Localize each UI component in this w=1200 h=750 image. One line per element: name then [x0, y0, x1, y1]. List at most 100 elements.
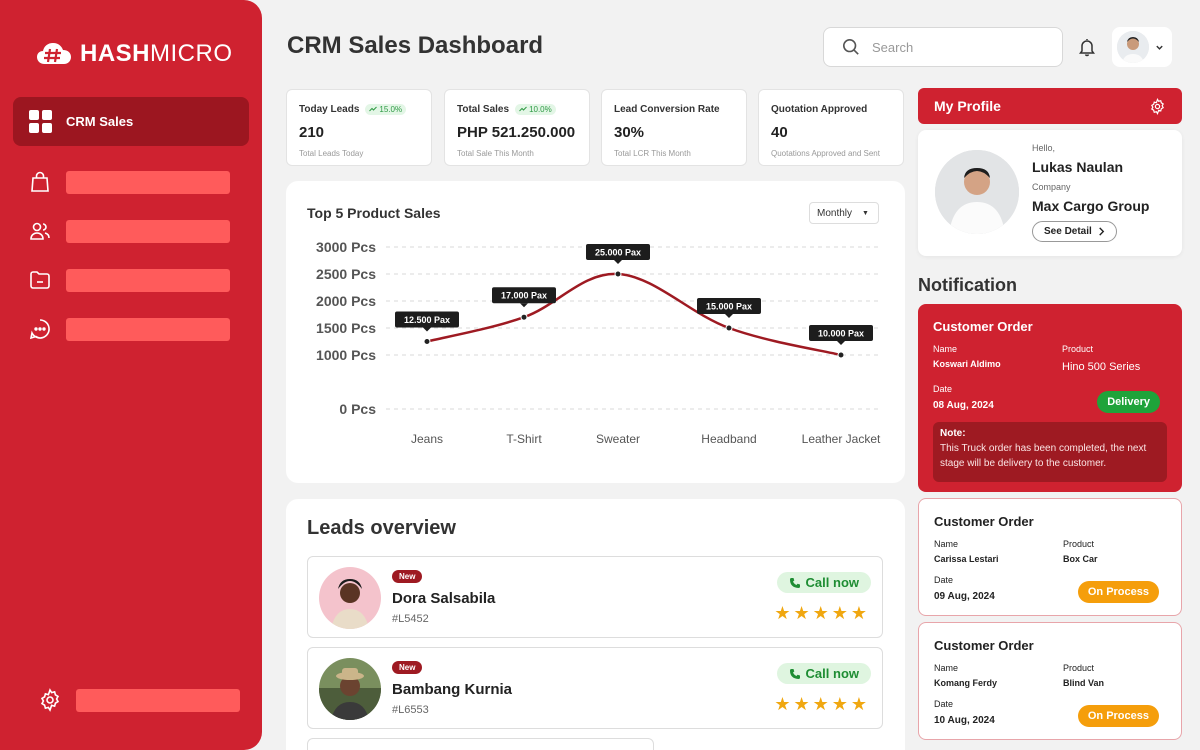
trend-up-icon: [519, 106, 527, 112]
chart-title: Top 5 Product Sales: [307, 205, 441, 221]
y-tick-label: 3000 Pcs: [316, 239, 376, 255]
rating-stars: ★★★★★: [774, 694, 870, 714]
stat-card-total-sales: Total Sales 10.0% PHP 521.250.000 Total …: [444, 89, 590, 166]
stat-caption: Total LCR This Month: [614, 149, 691, 158]
brand-logo[interactable]: HASHMICRO: [36, 40, 233, 68]
stat-label: Today Leads: [299, 103, 360, 115]
period-dropdown-value: Monthly: [817, 207, 853, 219]
sidebar-placeholder-bar: [66, 317, 230, 341]
sidebar-item-folder[interactable]: [28, 268, 230, 292]
lead-id: #L6553: [392, 704, 429, 716]
order-date: 10 Aug, 2024: [934, 715, 995, 726]
hashmicro-logo-icon: [37, 43, 71, 64]
date-label: Date: [934, 575, 954, 585]
stat-label: Quotation Approved: [771, 103, 868, 115]
order-card[interactable]: Customer Order Name Koswari Aldimo Produ…: [918, 304, 1182, 492]
data-label-pointer: [520, 303, 528, 308]
chevron-right-icon: [1099, 227, 1105, 236]
note-text: This Truck order has been completed, the…: [940, 443, 1147, 469]
lead-avatar: [319, 567, 381, 629]
x-tick-label: Sweater: [596, 432, 640, 446]
sidebar: HASHMICRO CRM Sales: [0, 0, 262, 750]
lead-id: #L5452: [392, 613, 429, 625]
data-label-bg: [697, 298, 761, 314]
folder-icon: [30, 271, 50, 289]
order-date: 08 Aug, 2024: [933, 400, 994, 411]
data-label: 10.000 Pax: [818, 329, 864, 339]
data-label-pointer: [837, 341, 845, 345]
data-label: 12.500 Pax: [404, 315, 450, 325]
phone-icon: [789, 668, 800, 679]
name-label: Name: [934, 539, 959, 549]
caret-down-icon: ▼: [862, 209, 869, 217]
order-card[interactable]: Customer Order Name Carissa Lestari Prod…: [918, 498, 1182, 616]
profile-card: Hello, Lukas Naulan Company Max Cargo Gr…: [918, 130, 1182, 256]
x-tick-label: Headband: [701, 432, 756, 446]
sidebar-item-chat[interactable]: [28, 317, 230, 341]
stat-card-quotation-approved: Quotation Approved 40 Quotations Approve…: [758, 89, 904, 166]
product-label: Product: [1063, 663, 1095, 673]
search-icon: [842, 38, 859, 55]
trend-up-icon: [369, 106, 378, 112]
name-label: Name: [933, 344, 958, 354]
page-title: CRM Sales Dashboard: [287, 32, 544, 59]
lead-item[interactable]: New Bambang Kurnia #L6553 Call now ★★★★★: [307, 647, 883, 729]
sidebar-item-settings[interactable]: [38, 688, 240, 712]
leads-title: Leads overview: [307, 517, 456, 539]
order-card[interactable]: Customer Order Name Komang Ferdy Product…: [918, 622, 1182, 740]
lead-item[interactable]: New Dora Salsabila #L5452 Call now ★★★★★: [307, 556, 883, 638]
order-title: Customer Order: [933, 319, 1033, 334]
rating-stars: ★★★★★: [774, 603, 870, 623]
y-tick-label: 1500 Pcs: [316, 320, 376, 336]
sidebar-item-users[interactable]: [28, 219, 230, 243]
search-box[interactable]: [823, 27, 1063, 67]
sidebar-placeholder-bar: [66, 268, 230, 292]
sidebar-placeholder-bar: [66, 219, 230, 243]
data-label-pointer: [423, 327, 431, 332]
trend-badge: 15.0%: [365, 103, 407, 115]
company-label: Company: [1032, 182, 1071, 192]
product-sales-chart-card: 3000 Pcs 2500 Pcs 2000 Pcs 1500 Pcs 1000 Pcs…: [286, 181, 905, 483]
sidebar-item-label: CRM Sales: [66, 114, 134, 129]
period-dropdown[interactable]: Monthly ▼: [809, 202, 879, 224]
sidebar-item-crm-sales[interactable]: CRM Sales: [13, 97, 249, 146]
status-badge: Delivery: [1097, 391, 1160, 413]
sidebar-item-shopping[interactable]: [28, 170, 230, 194]
stat-card-today-leads: Today Leads 15.0% 210 Total Leads Today: [286, 89, 432, 166]
x-tick-label: T-Shirt: [506, 432, 542, 446]
trend-badge: 10.0%: [515, 103, 556, 115]
company-name: Max Cargo Group: [1032, 198, 1150, 214]
data-point: [520, 313, 528, 321]
line-chart: 3000 Pcs 2500 Pcs 2000 Pcs 1500 Pcs 1000 Pcs…: [316, 239, 881, 446]
x-tick-label: Leather Jacket: [802, 432, 881, 446]
note-title: Note:: [940, 428, 966, 439]
product-label: Product: [1062, 344, 1094, 354]
search-input[interactable]: [872, 39, 1032, 55]
order-note: Note: This Truck order has been complete…: [933, 422, 1167, 482]
y-tick-label: 0 Pcs: [339, 401, 376, 417]
avatar: [1117, 31, 1149, 63]
stat-caption: Total Leads Today: [299, 149, 364, 158]
call-now-button[interactable]: Call now: [776, 663, 871, 684]
bell-icon[interactable]: [1077, 37, 1097, 57]
chevron-down-icon: [1156, 45, 1163, 50]
data-label-pointer: [614, 260, 622, 264]
chat-bubble-icon: [29, 319, 50, 340]
brand-name: HASHMICRO: [80, 40, 233, 67]
my-profile-title: My Profile: [934, 98, 1001, 114]
see-detail-button[interactable]: See Detail: [1032, 221, 1117, 242]
stat-value: PHP 521.250.000: [457, 124, 576, 141]
stat-caption: Quotations Approved and Sent: [771, 149, 880, 158]
product-label: Product: [1063, 539, 1095, 549]
call-now-button[interactable]: Call now: [776, 572, 871, 593]
new-badge: New: [392, 570, 423, 583]
lead-name: Dora Salsabila: [392, 590, 496, 607]
gear-icon[interactable]: [1149, 97, 1166, 115]
data-label-bg: [809, 325, 873, 341]
sidebar-placeholder-bar: [76, 688, 240, 712]
customer-name: Carissa Lestari: [934, 554, 999, 564]
lead-item-partial[interactable]: [307, 738, 654, 750]
product-name: Box Car: [1063, 554, 1098, 564]
user-menu-button[interactable]: [1112, 27, 1172, 67]
y-tick-label: 2000 Pcs: [316, 293, 376, 309]
